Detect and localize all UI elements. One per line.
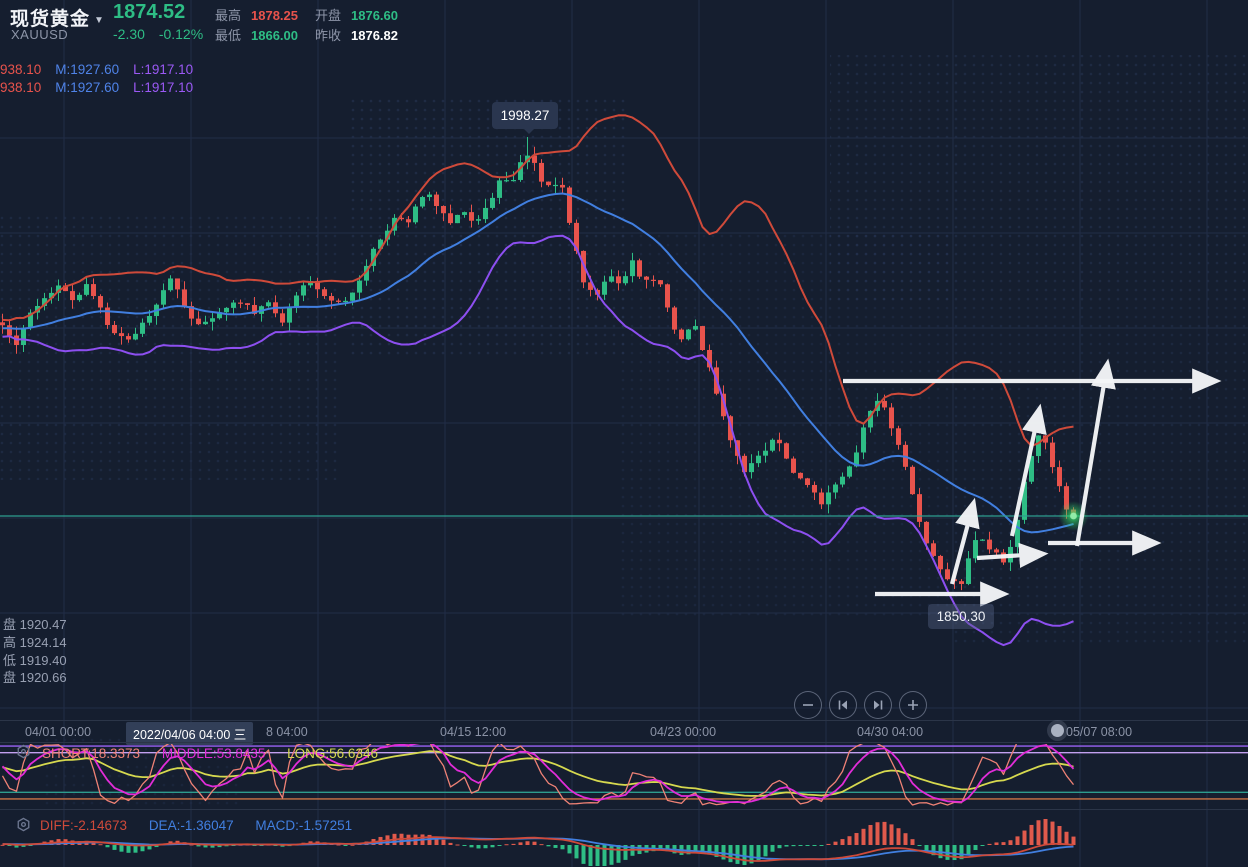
panel-divider: [0, 809, 1248, 810]
change-percent: -0.12%: [158, 26, 204, 42]
time-tick: 04/30 04:00: [857, 725, 924, 739]
minus-icon: [803, 704, 813, 706]
instrument-name: 现货黄金: [10, 9, 91, 30]
hover-stat-open: 盘 1920.47: [3, 617, 67, 632]
settings-icon[interactable]: [16, 744, 31, 764]
stat-low: 最低 1866.00: [215, 28, 299, 43]
time-axis[interactable]: 04/01 00:00 2022/04/06 04:00 三 8 04:00 0…: [0, 720, 1248, 745]
high-price-annotation: 1998.27: [492, 102, 558, 134]
instrument-symbol: XAUUSD: [11, 27, 69, 42]
change-absolute: -2.30: [113, 26, 145, 42]
time-tick: 05/07 08:00: [1066, 725, 1133, 739]
stat-high: 最高 1878.25: [215, 8, 299, 23]
macd-values: DIFF:-2.14673 DEA:-1.36047 MACD:-1.57251: [40, 818, 370, 833]
boll-values-row-1: 938.10 M:1927.60 L:1917.10: [0, 62, 194, 77]
long-value: LONG:56.6346: [287, 746, 378, 761]
time-tick: 04/15 12:00: [440, 725, 507, 739]
panel-divider: [0, 742, 1248, 743]
high-price-label: 1998.27: [500, 108, 550, 123]
zoom-out-button[interactable]: [794, 691, 822, 719]
boll-values-row-2: 938.10 M:1927.60 L:1917.10: [0, 80, 194, 95]
skip-end-button[interactable]: [864, 691, 892, 719]
skip-start-button[interactable]: [829, 691, 857, 719]
time-tick-occluded: 8 04:00: [266, 725, 308, 739]
short-value: SHORT:18.3373: [42, 746, 141, 761]
price-change: -2.30 -0.12%: [113, 26, 213, 42]
plus-icon: [908, 700, 918, 710]
macd-value: MACD:-1.57251: [255, 818, 353, 833]
dropdown-caret-icon: ▼: [94, 15, 105, 26]
low-price-label: 1850.30: [936, 609, 986, 624]
hover-stat-low: 低 1919.40: [3, 653, 67, 668]
instrument-title[interactable]: 现货黄金 ▼: [10, 4, 105, 31]
stat-open: 开盘 1876.60: [315, 8, 399, 23]
diff-value: DIFF:-2.14673: [40, 818, 128, 833]
last-price: 1874.52: [113, 1, 186, 23]
stat-prev-close: 昨收 1876.82: [315, 28, 399, 43]
skip-to-start-icon: [838, 700, 847, 710]
settings-icon[interactable]: [16, 817, 31, 837]
stochastic-values: SHORT:18.3373 MIDDLE:53.8435 LONG:56.634…: [42, 746, 396, 761]
time-tick: 04/01 00:00: [25, 725, 92, 739]
dea-value: DEA:-1.36047: [148, 818, 234, 833]
main-price-chart[interactable]: [0, 0, 1248, 720]
time-tick-highlighted: 2022/04/06 04:00 三: [126, 722, 254, 745]
hover-stat-high: 高 1924.14: [3, 635, 67, 650]
live-marker-dot: [1051, 724, 1064, 737]
zoom-in-button[interactable]: [899, 691, 927, 719]
skip-to-end-icon: [874, 700, 883, 710]
hover-stat-close: 盘 1920.66: [3, 670, 67, 685]
low-price-annotation: 1850.30: [928, 604, 994, 629]
gear-icon: [17, 817, 30, 832]
time-tick: 04/23 00:00: [650, 725, 717, 739]
middle-value: MIDDLE:53.8435: [161, 746, 266, 761]
gear-icon: [17, 744, 30, 759]
